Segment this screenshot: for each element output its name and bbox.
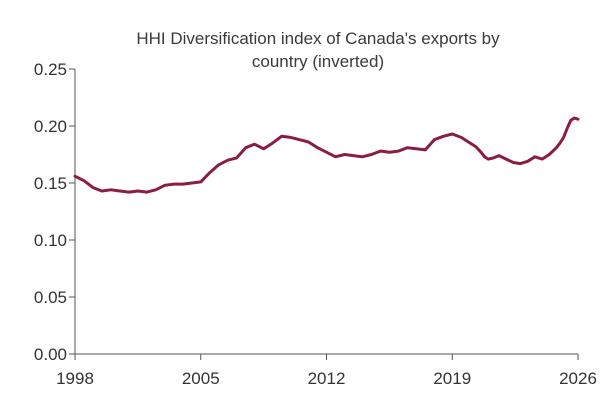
series-line xyxy=(73,116,580,194)
chart-title-line-2: country (inverted) xyxy=(252,52,384,71)
x-tick-label: 2026 xyxy=(559,369,597,388)
y-tick-label: 0.10 xyxy=(34,231,67,250)
y-tick-label: 0.15 xyxy=(34,174,67,193)
chart-title-line-1: HHI Diversification index of Canada's ex… xyxy=(136,29,500,48)
y-tick-label: 0.00 xyxy=(34,345,67,364)
y-tick-label: 0.25 xyxy=(34,60,67,79)
x-tick-label: 2012 xyxy=(308,369,346,388)
y-axis: 0.00 0.05 0.10 0.15 0.20 0.25 xyxy=(34,60,76,364)
x-tick-label: 2019 xyxy=(433,369,471,388)
x-tick-label: 2005 xyxy=(182,369,220,388)
series-layer xyxy=(73,116,580,194)
y-tick-label: 0.05 xyxy=(34,288,67,307)
y-tick-label: 0.20 xyxy=(34,117,67,136)
x-axis: 1998 2005 2012 2019 2026 xyxy=(56,353,597,388)
x-tick-label: 1998 xyxy=(56,369,94,388)
